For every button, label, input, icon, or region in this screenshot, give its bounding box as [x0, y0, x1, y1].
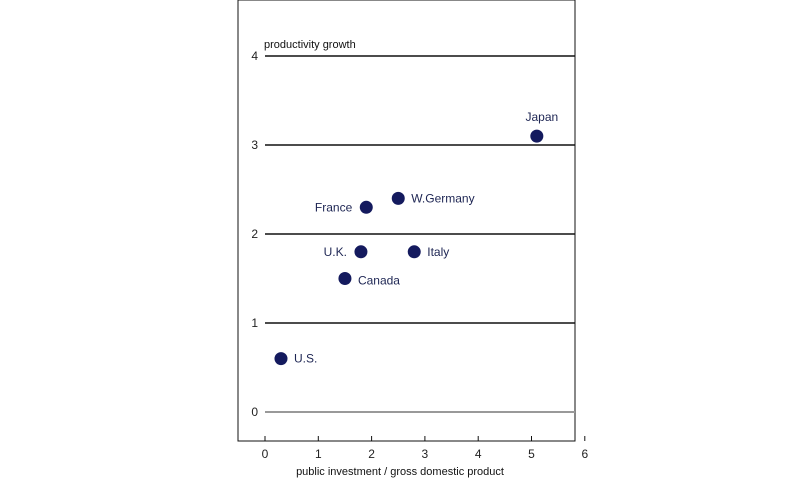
gridlines [265, 55, 575, 413]
x-tick-label: 4 [475, 447, 482, 461]
point-label: Canada [358, 274, 400, 288]
y-tick-label: 1 [251, 316, 258, 330]
x-tick-label: 0 [262, 447, 269, 461]
data-point [359, 200, 373, 214]
y-tick-label: 3 [251, 138, 258, 152]
point-label: U.K. [324, 245, 347, 259]
y-axis-title: productivity growth [264, 39, 356, 51]
data-point [354, 245, 368, 259]
y-tick-label: 2 [251, 227, 258, 241]
point-label: France [315, 200, 353, 214]
data-point [274, 352, 288, 366]
y-tick-label: 4 [251, 49, 258, 63]
x-tick-label: 2 [368, 447, 375, 461]
point-label: Italy [427, 245, 449, 259]
point-label: W.Germany [411, 191, 474, 205]
x-tick-label: 1 [315, 447, 322, 461]
data-point [530, 129, 544, 143]
data-point [391, 191, 405, 205]
data-point [338, 272, 352, 285]
data-point [407, 245, 421, 259]
x-tick-label: 6 [581, 447, 588, 461]
x-tick-label: 3 [422, 447, 429, 461]
point-label: Japan [525, 110, 558, 124]
x-tick-label: 5 [528, 447, 535, 461]
y-tick-labels: 0 1 2 3 4 [251, 49, 258, 419]
y-tick-label: 0 [251, 405, 258, 419]
plot-frame [237, 0, 576, 442]
point-label: U.S. [294, 352, 317, 366]
x-axis-title: public investment / gross domestic produ… [296, 466, 504, 478]
x-tick-labels: 0 1 2 3 4 5 6 [262, 436, 588, 461]
data-points: Japan W.Germany France U.K. Italy Canada U.S. [274, 110, 558, 366]
